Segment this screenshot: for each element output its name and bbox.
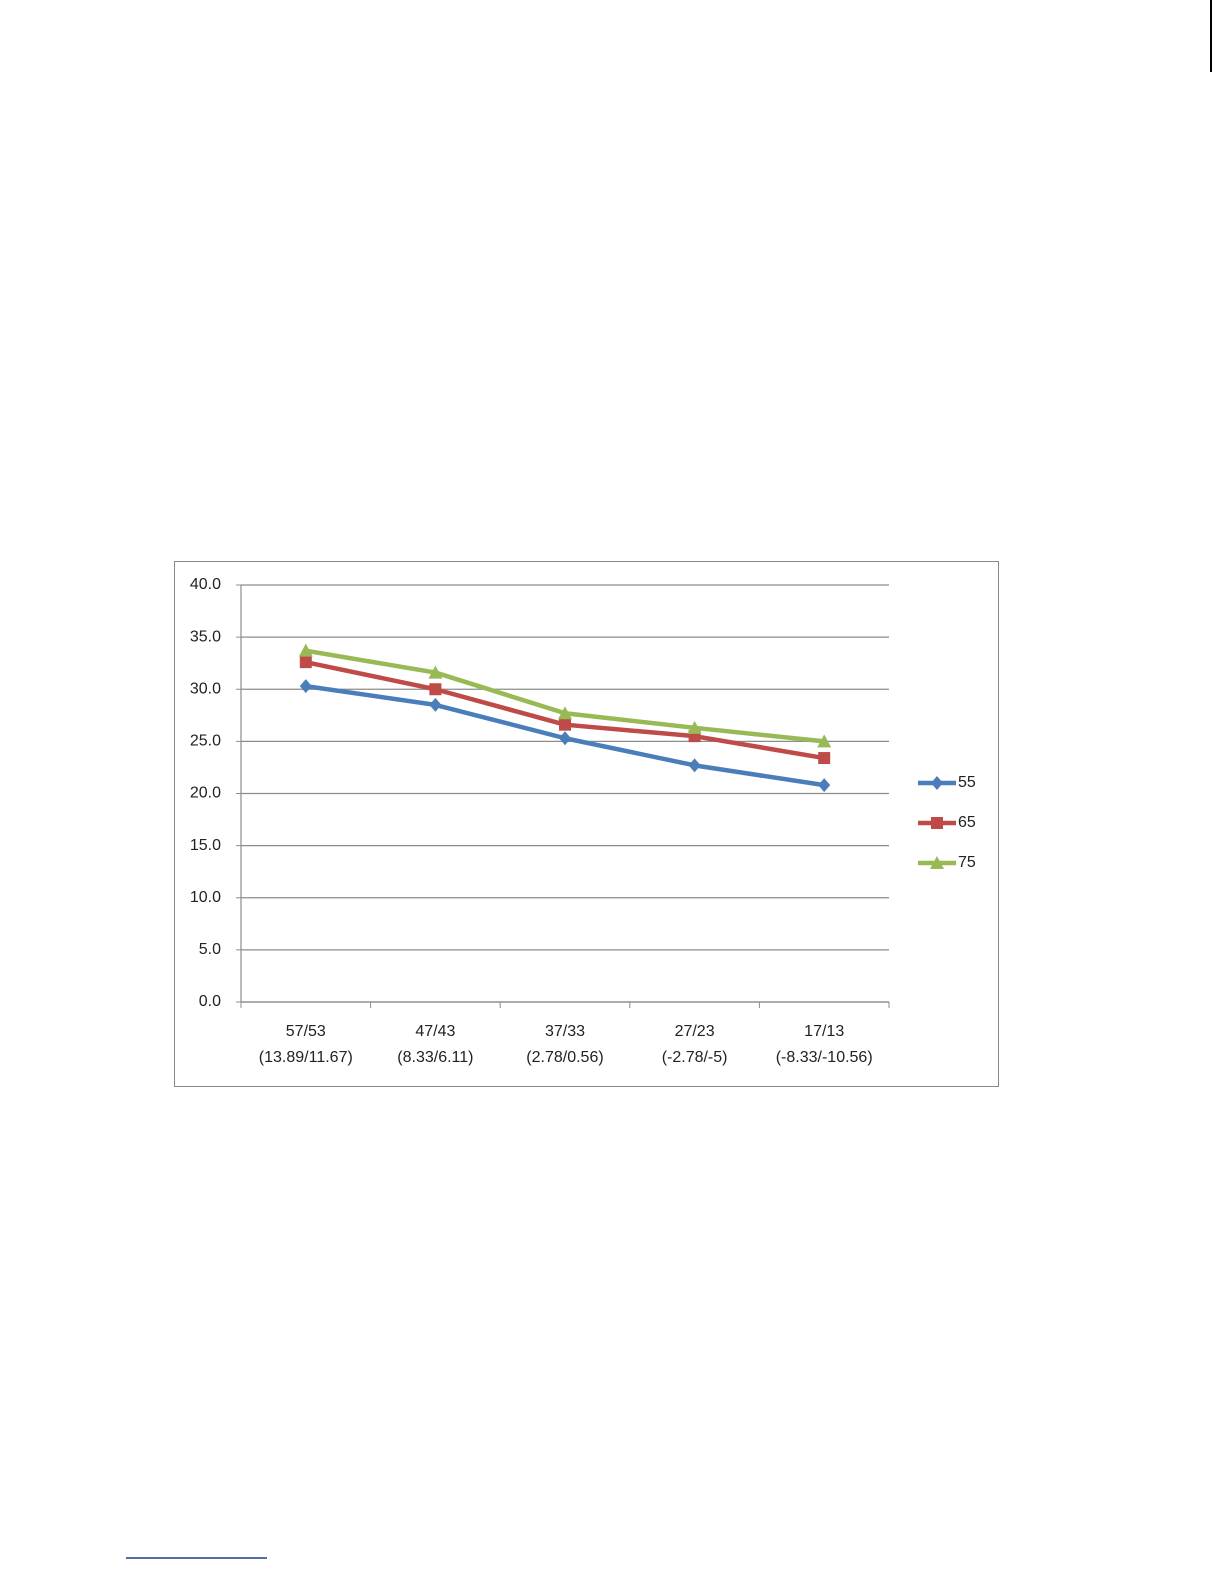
x-tick-label-line: (-2.78/-5) [662, 1049, 728, 1066]
marker [559, 731, 571, 746]
marker [298, 643, 313, 657]
legend-label: 75 [958, 854, 976, 871]
x-tick-label-line: 47/43 [415, 1023, 455, 1040]
legend-marker [931, 776, 943, 790]
y-tick-label: 40.0 [190, 576, 221, 593]
x-tick-label-line: (8.33/6.11) [397, 1049, 473, 1066]
marker [428, 665, 443, 679]
legend-marker [931, 817, 943, 829]
marker [687, 720, 702, 734]
legend-marker [930, 856, 944, 869]
y-tick-label: 15.0 [190, 837, 221, 854]
y-tick-label: 30.0 [190, 680, 221, 697]
marker [299, 679, 312, 694]
x-tick-label-line: 27/23 [675, 1023, 715, 1040]
y-tick-label: 25.0 [190, 733, 221, 750]
y-tick-label: 20.0 [190, 785, 221, 802]
y-tick-label: 35.0 [190, 628, 221, 645]
marker [558, 706, 572, 720]
x-tick-label: 37/33 (2.78/0.56) [526, 1023, 603, 1066]
marker [299, 656, 312, 669]
x-tick-label-line: 57/53 [286, 1023, 326, 1040]
y-tick-label: 0.0 [199, 993, 221, 1010]
x-tick-label: 47/43 (8.33/6.11) [397, 1023, 473, 1066]
x-tick-label-line: (-8.33/-10.56) [776, 1049, 873, 1066]
x-tick-label: 17/13 (-8.33/-10.56) [776, 1023, 873, 1066]
y-tick-label: 10.0 [190, 889, 221, 906]
legend-label: 65 [958, 814, 976, 831]
marker [559, 718, 571, 731]
x-tick-label-line: 17/13 [804, 1023, 844, 1040]
x-tick-label: 57/53 (13.89/11.67) [259, 1023, 353, 1066]
x-tick-label-line: 37/33 [545, 1023, 585, 1040]
marker [817, 734, 832, 748]
y-tick-label: 5.0 [199, 941, 221, 958]
marker [429, 697, 442, 712]
x-tick-label: 27/23 (-2.78/-5) [662, 1023, 728, 1066]
marker [688, 758, 701, 773]
chart-frame [174, 561, 999, 1087]
marker [818, 752, 831, 765]
marker [429, 683, 442, 696]
x-tick-label-line: (13.89/11.67) [259, 1049, 353, 1066]
marker [818, 778, 831, 793]
x-tick-label-line: (2.78/0.56) [526, 1049, 603, 1066]
legend-label: 55 [958, 774, 976, 791]
